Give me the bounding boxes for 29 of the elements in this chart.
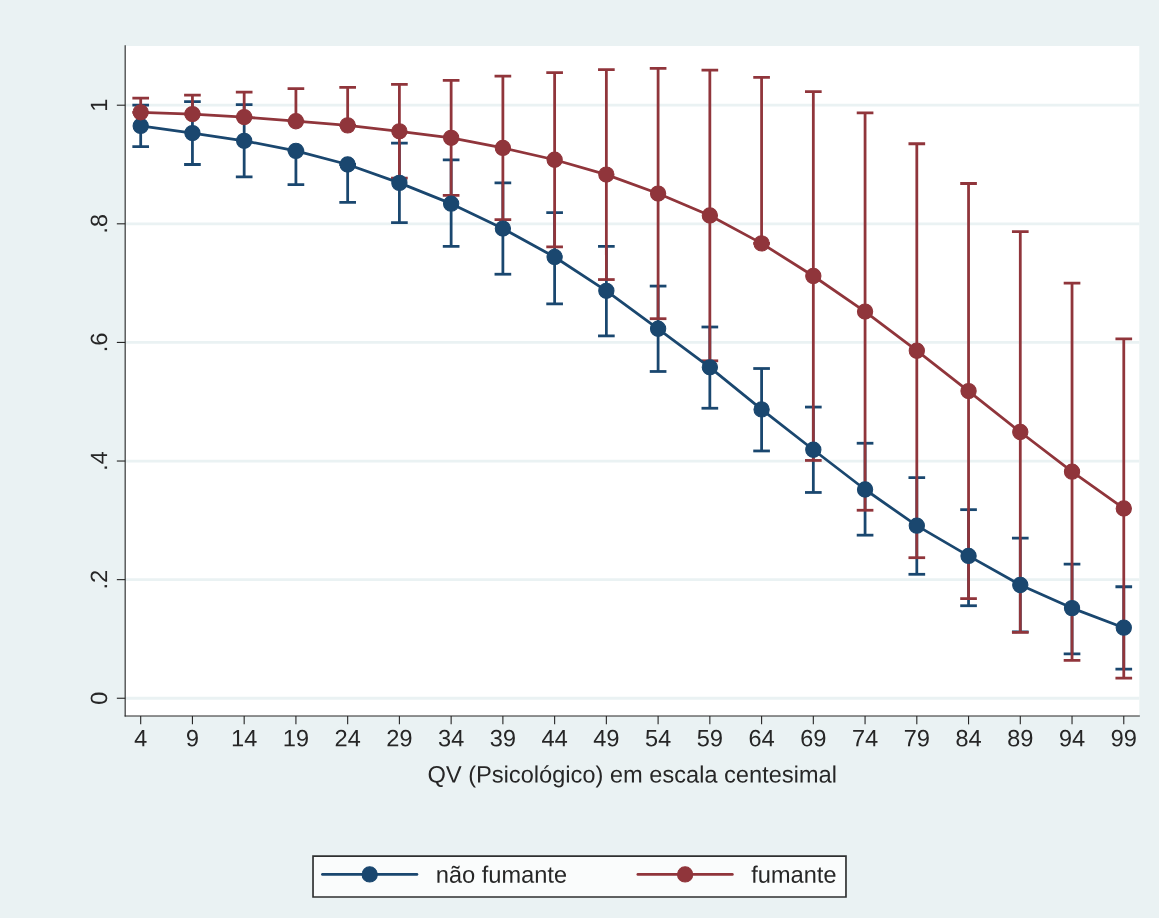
legend-label: fumante [751, 865, 836, 883]
x-axis-title: QV (Psicológico) em escala centesimal [428, 765, 836, 788]
x-tick-label: 99 [1111, 729, 1136, 747]
x-tick-label: 69 [801, 729, 826, 747]
x-tick-label: 94 [1060, 729, 1085, 747]
x-tick-label: 44 [542, 730, 568, 747]
x-tick-label: 39 [490, 729, 515, 747]
legend-label: não fumante [437, 865, 567, 883]
x-tick-label: 54 [645, 730, 671, 747]
x-tick-label: 64 [749, 729, 775, 747]
y-tick-label: .4 [90, 451, 108, 469]
y-tick-label: .6 [90, 333, 108, 351]
x-tick-label: 79 [904, 729, 929, 747]
y-tick-label: 1 [90, 99, 108, 110]
x-tick-label: 74 [853, 730, 878, 747]
x-tick-label: 34 [438, 729, 464, 747]
x-tick-label: 4 [134, 730, 147, 747]
x-tick-label: 24 [335, 729, 361, 747]
x-tick-label: 59 [697, 729, 722, 747]
y-tick-label: 0 [90, 692, 108, 704]
x-tick-label: 84 [956, 729, 981, 747]
x-tick-label: 14 [232, 730, 257, 747]
y-tick-label: .8 [90, 214, 108, 232]
x-tick-label: 29 [387, 729, 412, 747]
x-tick-label: 9 [186, 729, 198, 747]
y-tick-label: .2 [90, 570, 108, 588]
x-tick-label: 49 [593, 729, 619, 747]
x-tick-label: 19 [284, 729, 308, 747]
x-tick-label: 89 [1008, 729, 1033, 747]
